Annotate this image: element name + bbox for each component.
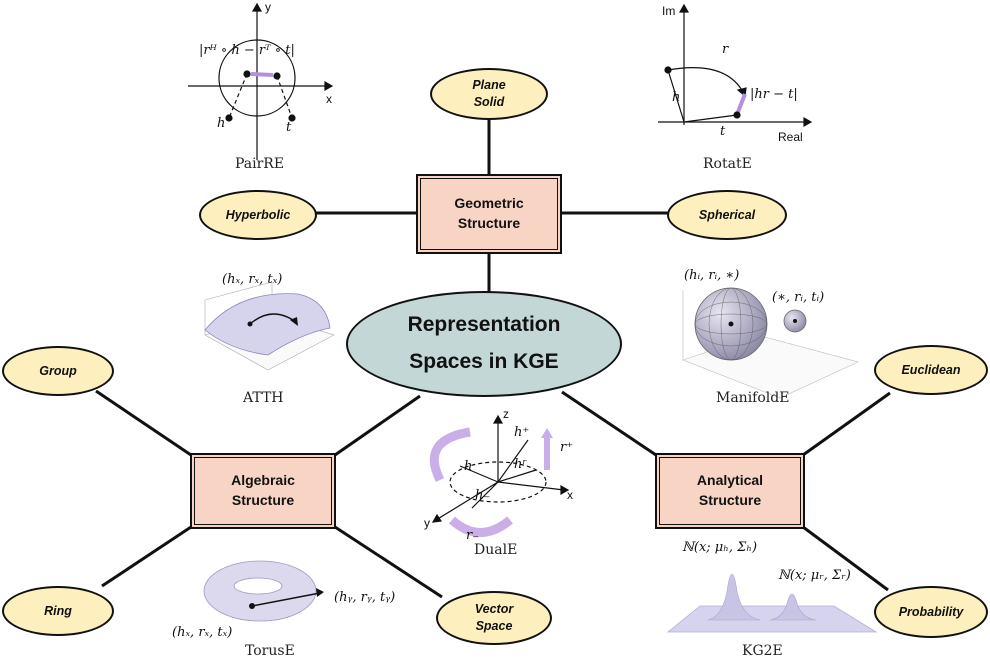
atth-caption: ATTH	[243, 390, 284, 406]
leaf-group: Group	[2, 346, 114, 396]
center-line-2: Spaces in KGE	[409, 350, 559, 373]
manifolde-caption: ManifoldE	[716, 390, 790, 406]
edge-group	[95, 389, 192, 457]
algebraic-structure-box: Algebraic Structure	[190, 453, 336, 529]
vector-space-line-2: Space	[475, 619, 513, 633]
geometric-line-1: Geometric	[454, 195, 524, 212]
center-line-1: Representation	[407, 313, 561, 337]
toruse-triple-h: (hₓ, rₓ, tₓ)	[172, 625, 233, 640]
edge-probability	[802, 525, 889, 592]
pairre-caption: PairRE	[235, 156, 285, 172]
rotate-r-label: r	[722, 42, 729, 57]
leaf-plane-solid: Plane Solid	[430, 68, 548, 120]
rotate-t-label: t	[720, 124, 726, 139]
duale-z-label: z	[503, 407, 509, 421]
pairre-x-axis-label: x	[326, 92, 332, 106]
rotate-h-label: h	[672, 90, 681, 105]
pairre-t-label: t	[286, 120, 292, 135]
leaf-probability: Probability	[874, 586, 988, 638]
duale-diagram	[429, 414, 570, 537]
leaf-spherical: Spherical	[667, 190, 787, 240]
leaf-ring: Ring	[2, 586, 114, 636]
leaf-hyperbolic: Hyperbolic	[199, 190, 317, 240]
manifolde-triple-2: (∗, rᵢ, tᵢ)	[772, 290, 825, 305]
plane-solid-line-2: Solid	[473, 95, 505, 109]
kg2e-gauss-r: ℕ(x; μᵣ, Σᵣ)	[778, 568, 851, 583]
vector-space-line-1: Vector	[474, 602, 514, 617]
manifolde-triple-1: (hᵢ, rᵢ, ∗)	[684, 268, 740, 283]
pairre-distance-label: |rᴴ ∘ h − rᵀ ∘ t|	[199, 43, 295, 58]
edge-algebraic-center	[334, 394, 421, 457]
toruse-triple-t: (hᵧ, rᵧ, tᵧ)	[334, 590, 396, 605]
pairre-diagram	[188, 2, 334, 160]
pairre-h-label: h	[217, 116, 226, 131]
kg2e-caption: KG2E	[742, 643, 783, 659]
duale-caption: DualE	[474, 542, 518, 558]
edge-analytical-center	[561, 390, 657, 457]
duale-h-label: h	[464, 459, 473, 474]
toruse-diagram	[203, 560, 324, 622]
rotate-im-label: Im	[662, 4, 676, 18]
analytical-structure-box: Analytical Structure	[655, 453, 805, 529]
leaf-euclidean: Euclidean	[874, 345, 988, 395]
duale-h-plus-label: h⁺	[514, 425, 530, 440]
duale-h-minus-label: h₋	[475, 488, 491, 503]
algebraic-line-2: Structure	[231, 492, 295, 508]
duale-r-minus-label: r₋	[466, 528, 480, 543]
duale-h-r-label: hʳ	[514, 457, 527, 472]
kg2e-diagram	[666, 573, 878, 633]
duale-r-plus-label: r⁺	[560, 440, 574, 455]
analytical-line-1: Analytical	[696, 472, 764, 489]
leaf-vector-space: Vector Space	[436, 591, 552, 645]
atth-surface	[204, 281, 335, 371]
manifolde-spheres	[682, 287, 859, 399]
duale-y-label: y	[424, 516, 430, 530]
analytical-line-2: Structure	[698, 492, 762, 508]
center-node: Representation Spaces in KGE	[346, 291, 622, 397]
edge-vector-space	[334, 525, 443, 599]
pairre-y-axis-label: y	[265, 0, 271, 14]
geometric-line-2: Structure	[457, 215, 521, 231]
algebraic-line-1: Algebraic	[231, 472, 295, 489]
rotate-diagram	[658, 3, 813, 128]
plane-solid-line-1: Plane	[472, 78, 506, 93]
atth-triple-label: (hₓ, rₓ, tₓ)	[222, 272, 283, 287]
rotate-caption: RotatE	[703, 156, 752, 172]
rotate-distance-label: |hr − t|	[750, 87, 798, 102]
geometric-structure-box: Geometric Structure	[416, 174, 562, 254]
toruse-caption: TorusE	[245, 643, 295, 659]
edge-euclidean	[802, 391, 891, 457]
rotate-real-label: Real	[778, 130, 803, 144]
edge-ring	[101, 525, 192, 588]
kg2e-gauss-h: ℕ(x; μₕ, Σₕ)	[682, 540, 758, 555]
duale-x-label: x	[567, 488, 573, 502]
